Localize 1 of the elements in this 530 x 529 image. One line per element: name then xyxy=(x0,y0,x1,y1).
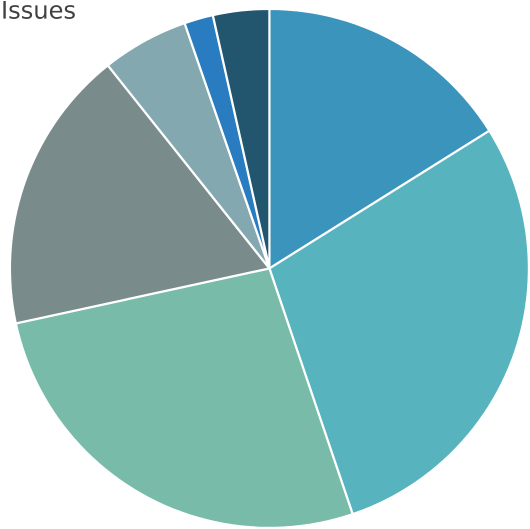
text: Issues xyxy=(3,1,75,19)
